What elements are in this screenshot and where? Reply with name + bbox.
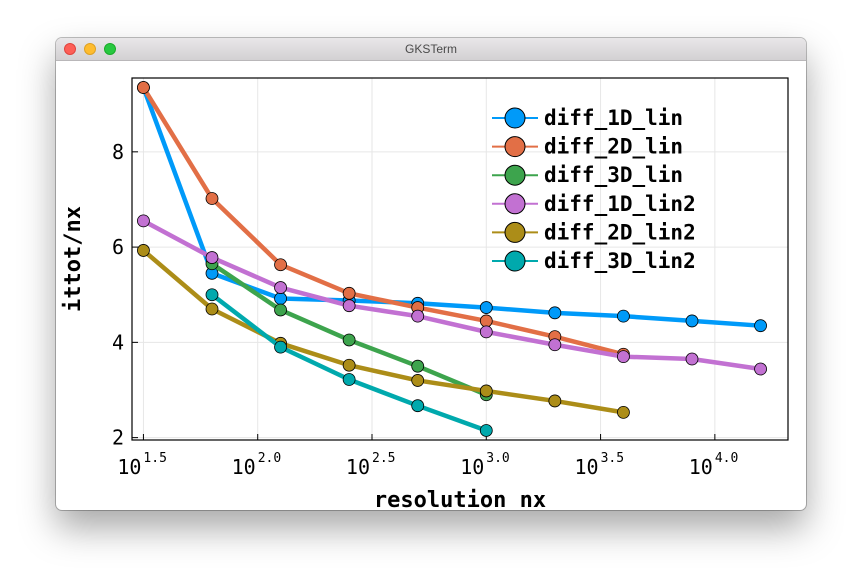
data-point-diff_1D_lin2-2 [274, 281, 287, 294]
series-diff_1D_lin2 [137, 214, 767, 376]
data-point-diff_2D_lin2-7 [617, 405, 630, 419]
legend-label-diff_3D_lin2: diff_3D_lin2 [544, 249, 696, 273]
minimize-window-button[interactable] [84, 43, 96, 55]
x-tick-exponent-1: 2.0 [258, 451, 281, 466]
x-tick-label-3: 10 [460, 455, 484, 479]
data-point-diff_3D_lin-3 [411, 359, 425, 373]
legend-marker-diff_1D_lin [504, 107, 526, 129]
x-tick-label-5: 10 [689, 455, 713, 479]
legend-marker-diff_2D_lin2 [504, 221, 526, 243]
data-point-diff_1D_lin2-5 [479, 325, 493, 339]
x-tick-label-1: 10 [232, 455, 256, 479]
series-line-diff_2D_lin [141, 85, 626, 357]
data-point-diff_2D_lin-1 [205, 192, 219, 205]
data-point-diff_1D_lin-6 [548, 306, 562, 320]
plot-frame [131, 77, 789, 441]
legend: diff_1D_lin diff_2D_lin diff_3D_lin diff_1D… [492, 106, 696, 273]
data-point-diff_2D_lin2-3 [342, 358, 356, 372]
data-point-diff_2D_lin-0 [137, 81, 150, 94]
data-point-diff_3D_lin-1 [274, 303, 287, 317]
data-point-diff_2D_lin2-5 [479, 384, 493, 398]
data-point-diff_1D_lin2-9 [754, 362, 767, 376]
data-point-diff_1D_lin2-7 [617, 350, 630, 364]
legend-label-diff_2D_lin: diff_2D_lin [544, 135, 683, 159]
series-line-diff_1D_lin2 [141, 218, 763, 372]
x-axis: 10 1.5 10 2.0 10 2.5 10 3.0 10 3.5 10 4.0 [117, 434, 738, 479]
x-axis-label: resolution nx [374, 488, 546, 510]
data-point-diff_1D_lin2-3 [342, 299, 356, 313]
series-diff_3D_lin2 [205, 288, 493, 437]
x-tick-exponent-3: 3.0 [486, 451, 509, 466]
series-layer [137, 81, 767, 437]
x-tick-exponent-5: 4.0 [715, 451, 738, 466]
data-point-diff_1D_lin2-8 [685, 352, 699, 366]
data-point-diff_2D_lin2-4 [411, 374, 425, 387]
data-point-diff_1D_lin-7 [617, 309, 630, 323]
data-point-diff_1D_lin2-6 [548, 338, 562, 352]
data-point-diff_1D_lin2-4 [411, 309, 425, 323]
x-tick-label-0: 10 [117, 455, 141, 479]
y-axis: 2 4 6 8 [112, 140, 138, 450]
legend-marker-diff_3D_lin [504, 164, 526, 186]
y-tick-label-3: 8 [112, 140, 124, 164]
y-tick-label-2: 6 [112, 235, 124, 259]
window-title: GKSTerm [404, 42, 457, 56]
x-tick-label-4: 10 [574, 455, 598, 479]
data-point-diff_1D_lin2-1 [205, 251, 219, 264]
series-diff_2D_lin2 [137, 244, 630, 419]
data-point-diff_1D_lin-9 [754, 319, 767, 333]
data-point-diff_3D_lin-2 [342, 333, 356, 347]
legend-label-diff_3D_lin: diff_3D_lin [544, 163, 683, 187]
grid-layer [132, 78, 788, 440]
legend-label-diff_2D_lin2: diff_2D_lin2 [544, 220, 696, 244]
data-point-diff_1D_lin-2 [274, 292, 287, 305]
legend-marker-diff_2D_lin [504, 136, 526, 158]
data-point-diff_3D_lin2-2 [342, 373, 356, 386]
data-point-diff_2D_lin2-6 [548, 394, 562, 408]
x-tick-exponent-0: 1.5 [143, 451, 166, 466]
data-point-diff_1D_lin-5 [479, 301, 493, 314]
data-point-diff_3D_lin2-3 [411, 399, 425, 413]
x-tick-exponent-2: 2.5 [372, 451, 395, 466]
data-point-diff_2D_lin-2 [274, 258, 287, 272]
data-point-diff_2D_lin-3 [342, 286, 356, 300]
y-tick-label-1: 4 [112, 330, 124, 354]
plot-window: GKSTerm 10 1.5 10 2.0 10 2.5 10 3.0 10 3.5 10 4.0 2… [56, 38, 806, 510]
zoom-window-button[interactable] [104, 43, 116, 55]
legend-marker-diff_1D_lin2 [504, 193, 526, 215]
legend-marker-diff_3D_lin2 [504, 250, 526, 272]
data-point-diff_2D_lin2-1 [205, 302, 219, 316]
data-point-diff_2D_lin-5 [479, 314, 493, 328]
data-point-diff_1D_lin-8 [685, 314, 699, 328]
data-point-diff_3D_lin2-0 [205, 288, 219, 302]
data-point-diff_3D_lin2-4 [479, 424, 493, 437]
legend-label-diff_1D_lin: diff_1D_lin [544, 106, 683, 130]
series-line-diff_2D_lin2 [141, 248, 626, 415]
data-point-diff_2D_lin2-0 [137, 244, 150, 257]
window-titlebar[interactable]: GKSTerm [56, 38, 806, 61]
x-tick-label-2: 10 [346, 455, 370, 479]
y-tick-label-0: 2 [112, 426, 124, 450]
data-point-diff_1D_lin2-0 [137, 214, 150, 228]
x-tick-exponent-4: 3.5 [601, 451, 624, 466]
y-axis-label: ittot/nx [61, 206, 86, 312]
close-window-button[interactable] [64, 43, 76, 55]
legend-label-diff_1D_lin2: diff_1D_lin2 [544, 192, 696, 216]
data-point-diff_3D_lin2-1 [274, 340, 287, 354]
